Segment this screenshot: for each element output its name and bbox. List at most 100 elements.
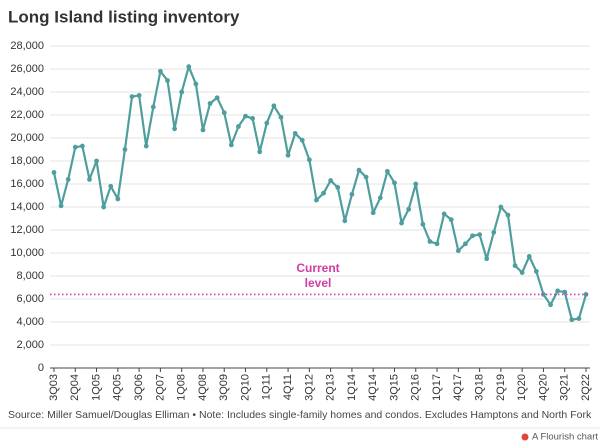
y-tick-label: 8,000 (16, 270, 44, 282)
x-tick-label: 2Q10 (239, 374, 251, 401)
data-point (420, 221, 426, 227)
data-point (207, 101, 213, 106)
data-point (115, 196, 121, 202)
x-tick-label: 3Q15 (388, 374, 400, 401)
data-point (413, 181, 419, 187)
data-point (228, 142, 234, 148)
data-point (477, 232, 482, 238)
y-tick-label: 14,000 (10, 201, 44, 213)
x-tick-label: 3Q18 (474, 374, 486, 401)
data-point (406, 206, 412, 212)
x-tick-label: 3Q21 (559, 374, 571, 401)
data-point (363, 174, 369, 180)
data-point (200, 127, 206, 133)
data-point (434, 241, 440, 247)
data-point (548, 302, 553, 308)
data-point (243, 113, 248, 119)
data-point (101, 204, 107, 210)
data-point (122, 147, 128, 152)
data-point (72, 144, 78, 150)
data-point (172, 126, 177, 132)
data-point (356, 167, 362, 173)
x-tick-label: 2Q19 (495, 374, 507, 401)
x-tick-label: 1Q17 (431, 374, 443, 401)
chart-title: Long Island listing inventory (8, 7, 240, 26)
flourish-logo (521, 433, 529, 441)
x-tick-label: 2Q22 (580, 374, 592, 401)
data-point (257, 149, 263, 155)
data-point (455, 248, 461, 254)
x-tick-label: 4Q11 (282, 374, 294, 400)
data-point (328, 178, 334, 183)
data-point (484, 256, 490, 262)
data-point (236, 124, 241, 129)
data-point (519, 270, 525, 275)
y-tick-label: 16,000 (10, 178, 44, 190)
data-line (52, 65, 588, 321)
data-point (399, 220, 404, 226)
y-tick-label: 12,000 (10, 224, 44, 236)
x-tick-label: 3Q03 (48, 374, 60, 401)
x-tick-label: 1Q14 (346, 374, 358, 401)
data-point (463, 241, 468, 247)
data-point (498, 204, 504, 210)
data-point (470, 233, 475, 239)
data-point (306, 157, 312, 163)
data-point (441, 211, 447, 217)
data-point (94, 158, 99, 164)
data-point (299, 137, 305, 143)
data-point (576, 316, 582, 321)
data-point (314, 197, 319, 203)
data-point (392, 180, 397, 186)
data-point (165, 78, 170, 83)
x-tick-label: 3Q09 (218, 374, 230, 401)
y-tick-label: 6,000 (16, 293, 44, 305)
x-tick-label: 4Q14 (367, 374, 379, 401)
y-tick-label: 26,000 (10, 63, 44, 75)
data-point (278, 114, 284, 120)
data-point (65, 177, 71, 182)
data-point (448, 217, 454, 223)
data-point (87, 177, 92, 182)
x-tick-label: 4Q20 (537, 374, 549, 401)
data-point (321, 190, 326, 196)
data-point (377, 195, 383, 201)
data-point (285, 152, 291, 158)
x-tick-label: 1Q05 (90, 374, 102, 401)
y-tick-label: 10,000 (10, 247, 44, 259)
x-tick-label: 2Q16 (410, 374, 422, 401)
data-point (250, 116, 256, 121)
data-point (505, 212, 511, 218)
source-note: Source: Miller Samuel/Douglas Elliman • … (8, 409, 592, 421)
data-point (533, 269, 539, 274)
data-point (271, 103, 277, 109)
x-tick-label: 2Q07 (154, 374, 166, 401)
data-point (264, 120, 270, 126)
y-tick-label: 22,000 (10, 109, 44, 121)
data-point (129, 94, 135, 99)
x-tick-label: 1Q20 (516, 374, 528, 401)
x-tick-label: 4Q17 (452, 374, 464, 401)
data-point (370, 210, 376, 216)
y-tick-label: 28,000 (10, 40, 44, 52)
data-point (143, 143, 149, 149)
credit[interactable]: A Flourish chart (532, 432, 598, 443)
data-point (186, 64, 192, 70)
data-point (158, 68, 163, 74)
data-point (526, 254, 532, 259)
x-tick-label: 3Q12 (303, 374, 315, 401)
data-point (512, 263, 518, 269)
data-point (349, 191, 355, 197)
data-point (384, 168, 390, 174)
data-point (150, 104, 156, 110)
x-tick-label: 2Q13 (325, 374, 337, 401)
data-point (335, 185, 341, 190)
x-tick-label: 4Q08 (197, 374, 209, 401)
x-tick-label: 3Q06 (133, 374, 145, 401)
reference-label: level (305, 276, 332, 290)
data-point (221, 110, 227, 116)
x-tick-label: 4Q05 (112, 374, 124, 401)
data-point (562, 289, 568, 295)
data-point (491, 229, 497, 235)
